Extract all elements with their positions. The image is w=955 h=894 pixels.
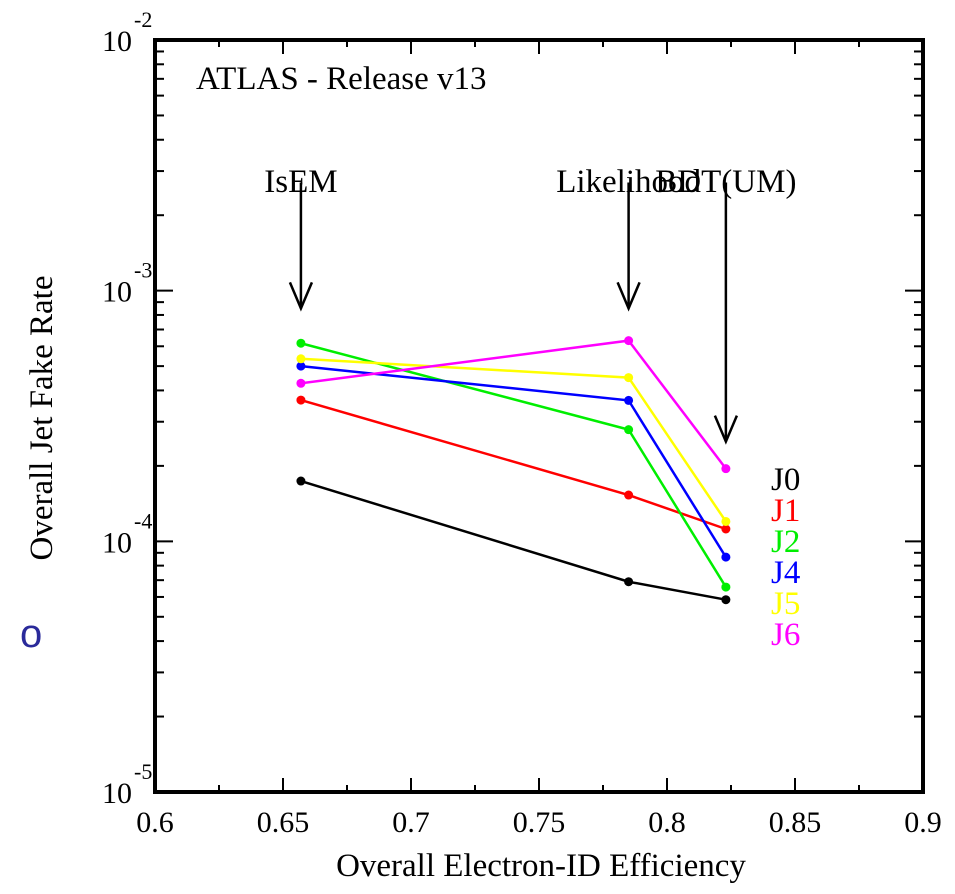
data-point-j4: [721, 552, 731, 562]
annotation-arrow-head: [616, 281, 641, 312]
data-point-j2: [624, 425, 634, 435]
y-tick-label-exponent: -3: [134, 258, 152, 283]
data-point-j6: [624, 336, 634, 346]
plot-frame: [153, 38, 925, 794]
data-point-j5: [296, 354, 306, 364]
data-point-j6: [721, 464, 731, 474]
data-point-j6: [296, 378, 306, 388]
data-point-j0: [296, 476, 306, 486]
axis-ticks: [154, 40, 924, 793]
x-tick-label: 0.8: [648, 806, 686, 839]
data-point-j0: [721, 595, 731, 605]
legend-entry-j6: J6: [771, 617, 800, 653]
data-series: [296, 336, 731, 605]
data-point-j4: [296, 361, 306, 371]
y-tick-label-base: 10: [102, 526, 132, 559]
x-tick-label: 0.9: [904, 806, 942, 839]
series-line-j0: [300, 479, 727, 601]
x-tick-label: 0.7: [392, 806, 430, 839]
legend-entry-j5: J5: [771, 586, 800, 622]
annotation-arrow-head: [288, 281, 314, 312]
legend-entry-j4: J4: [771, 555, 800, 591]
x-tick-labels: 0.6 0.65 0.7 0.75 0.8 0.85 0.9: [136, 806, 942, 839]
data-point-j1: [721, 524, 731, 534]
data-point-j4: [624, 395, 634, 405]
legend-entry-j0: J0: [771, 462, 800, 498]
y-tick-label-base: 10: [102, 276, 132, 309]
y-tick-label-base: 10: [102, 777, 132, 810]
y-tick-label-base: 10: [102, 25, 132, 58]
y-tick-labels: 10-210-310-410-5: [102, 7, 152, 810]
data-point-j2: [721, 582, 731, 592]
data-point-j5: [624, 373, 634, 383]
y-tick-label-exponent: -5: [134, 759, 152, 784]
legend-entry-j1: J1: [771, 493, 800, 529]
x-tick-label: 0.85: [769, 806, 822, 839]
data-point-j2: [296, 338, 306, 348]
series-line-j2: [300, 342, 727, 588]
data-point-j0: [624, 577, 634, 587]
series-line-j1: [300, 398, 727, 531]
annotation-arrow-head: [713, 415, 739, 445]
x-tick-label: 0.6: [136, 806, 174, 839]
data-point-j1: [624, 490, 634, 500]
x-tick-label: 0.65: [257, 806, 310, 839]
chart-title: ATLAS - Release v13: [196, 61, 487, 97]
legend-entry-j2: J2: [771, 524, 800, 560]
stray-glyph: o: [20, 612, 43, 656]
y-tick-label-exponent: -2: [134, 7, 152, 32]
y-tick-label-exponent: -4: [134, 508, 152, 533]
x-axis-label: Overall Electron-ID Efficiency: [336, 848, 746, 884]
y-axis-label: Overall Jet Fake Rate: [24, 276, 60, 561]
data-point-j5: [721, 516, 731, 526]
data-point-j1: [296, 395, 306, 405]
x-tick-label: 0.75: [513, 806, 566, 839]
